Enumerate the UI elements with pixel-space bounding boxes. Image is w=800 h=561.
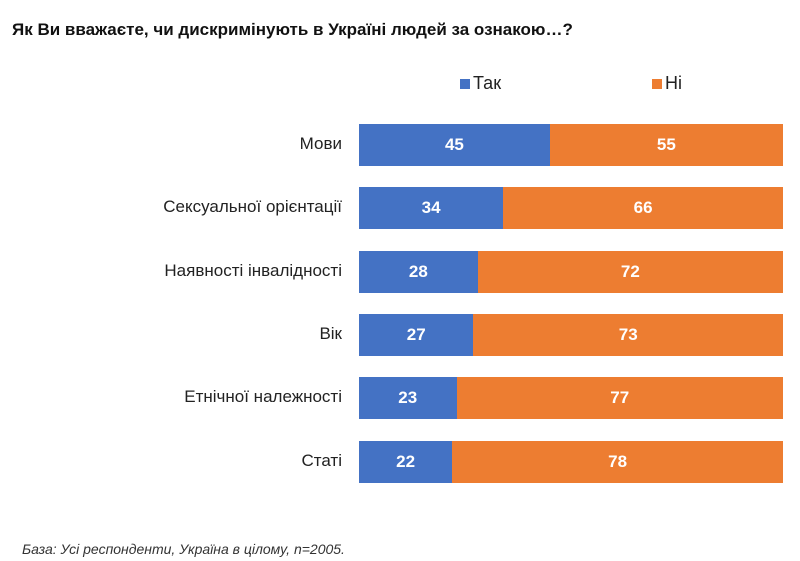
data-label: 73 — [618, 324, 638, 344]
data-label: 45 — [444, 135, 464, 154]
legend-label-ni: Ні — [665, 73, 682, 93]
bar-tak: 28 — [359, 250, 478, 293]
data-label: 78 — [608, 451, 628, 471]
bar-tak: 22 — [359, 440, 453, 483]
legend-swatch-ni — [652, 78, 662, 89]
bar-ni: 73 — [473, 313, 783, 356]
bar-tak: 45 — [359, 124, 550, 166]
data-label: 72 — [620, 261, 640, 281]
data-label: 23 — [398, 388, 418, 408]
bar-ni: 77 — [456, 377, 783, 420]
legend-label-tak: Так — [473, 73, 502, 93]
bar-ni: 55 — [549, 124, 783, 166]
bar-ni: 72 — [477, 250, 783, 293]
category-label: Наявності інвалідності — [164, 260, 342, 280]
category-label: Статі — [301, 450, 342, 470]
bar-ni: 66 — [503, 187, 783, 230]
bar-ni: 78 — [452, 440, 783, 483]
data-label: 22 — [396, 451, 416, 471]
data-label: 66 — [633, 198, 653, 218]
data-label: 77 — [610, 388, 630, 408]
data-label: 27 — [406, 324, 426, 344]
category-label: Сексуальної орієнтації — [163, 197, 342, 217]
category-label: Етнічної належності — [184, 387, 342, 407]
data-label: 28 — [408, 261, 428, 281]
bar-tak: 27 — [359, 313, 474, 356]
footnote: База: Усі респонденти, Україна в цілому,… — [22, 541, 345, 557]
chart-title: Як Ви вважаєте, чи дискримінують в Украї… — [12, 20, 573, 39]
bar-tak: 23 — [359, 377, 457, 420]
category-label: Мови — [299, 134, 342, 153]
category-label: Вік — [319, 323, 342, 343]
legend-item-tak: Так — [460, 73, 501, 94]
data-label: 34 — [421, 198, 441, 218]
legend-swatch-tak — [460, 78, 470, 89]
bar-tak: 34 — [359, 187, 504, 230]
data-label: 55 — [656, 135, 676, 154]
legend-item-ni: Ні — [652, 73, 682, 94]
